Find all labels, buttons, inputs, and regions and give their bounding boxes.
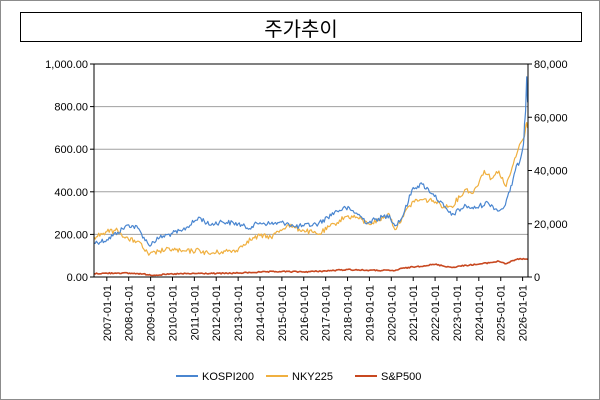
- x-tick-label: 2012-01-01: [211, 285, 223, 341]
- x-tick-label: 2009-01-01: [146, 285, 158, 341]
- y-left-tick-label: 800.00: [54, 102, 88, 114]
- x-tick-label: 2011-01-01: [189, 285, 201, 340]
- chart-title: 주가추이: [264, 16, 338, 41]
- legend: KOSPI200 NKY225 S&P500: [176, 371, 421, 383]
- y-left-tick-label: 400.00: [54, 187, 88, 199]
- y-left-tick-label: 200.00: [54, 229, 88, 241]
- legend-label: S&P500: [381, 371, 421, 383]
- y-right-tick-label: 0: [534, 272, 540, 284]
- series-line-nky225: [93, 122, 529, 256]
- x-tick-label: 2023-01-01: [452, 285, 464, 341]
- x-tick-label: 2016-01-01: [299, 285, 311, 341]
- x-tick-label: 2017-01-01: [321, 285, 333, 341]
- y-right-tick-label: 20,000: [534, 219, 568, 231]
- series-line-sp500: [93, 257, 528, 277]
- y-left-tick-label: 1,000.00: [45, 59, 88, 71]
- x-tick-label: 2024-01-01: [474, 285, 486, 341]
- x-tick-label: 2020-01-01: [386, 285, 398, 341]
- plot-area-border: [93, 63, 529, 278]
- series-line-kospi200: [93, 76, 529, 247]
- x-tick-label: 2018-01-01: [343, 285, 355, 341]
- x-tick-label: 2013-01-01: [233, 285, 245, 341]
- y-right-tick-label: 60,000: [534, 112, 568, 124]
- x-tick-label: 2007-01-01: [102, 285, 114, 341]
- y-right-tick-label: 80,000: [534, 59, 568, 71]
- x-tick-label: 2014-01-01: [255, 285, 267, 341]
- y-left-tick-label: 0.00: [67, 272, 88, 284]
- y-right-tick-label: 40,000: [534, 166, 568, 178]
- series-layer: [93, 76, 529, 277]
- y-axis-right: 0 20,000 40,000 60,000 80,000: [528, 59, 568, 284]
- legend-label: KOSPI200: [202, 371, 254, 383]
- gridlines: [94, 63, 528, 278]
- x-tick-label: 2015-01-01: [277, 285, 289, 341]
- x-tick-label: 2026-01-01: [518, 285, 530, 341]
- x-tick-label: 2022-01-01: [430, 285, 442, 341]
- legend-label: NKY225: [292, 371, 333, 383]
- y-left-tick-label: 600.00: [54, 144, 88, 156]
- y-axis-left: 0.00 200.00 400.00 600.00 800.00 1,000.00: [45, 59, 94, 284]
- x-tick-label: 2025-01-01: [496, 285, 508, 341]
- x-tick-label: 2008-01-01: [124, 285, 136, 341]
- x-tick-label: 2019-01-01: [364, 285, 376, 341]
- x-tick-label: 2021-01-01: [408, 285, 420, 341]
- x-tick-label: 2010-01-01: [167, 285, 179, 341]
- chart-title-box: 주가추이: [20, 12, 582, 42]
- x-axis: 2007-01-01 2008-01-01 2009-01-01 2010-01-01…: [102, 277, 530, 341]
